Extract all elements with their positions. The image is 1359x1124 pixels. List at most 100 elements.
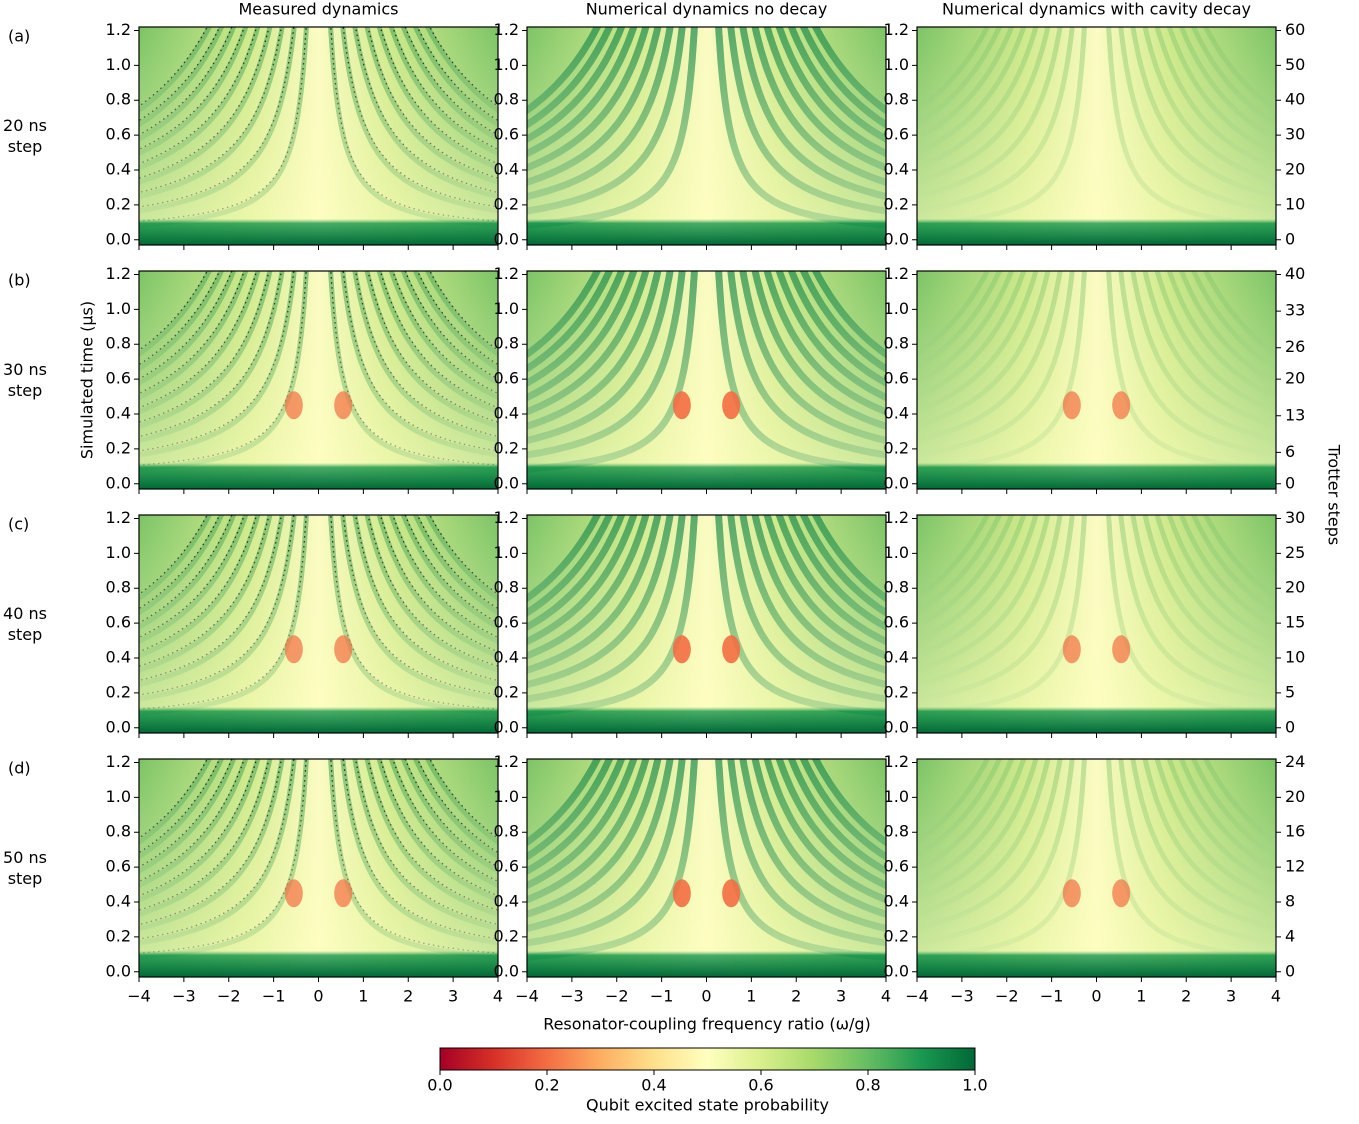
y2-tick-label: 8 [1285, 892, 1295, 911]
y-tick-label: 0.0 [884, 961, 909, 980]
y-tick-label: 0.2 [884, 438, 909, 457]
heatmap-shade [139, 271, 498, 489]
y2-tick-label: 20 [1285, 578, 1305, 597]
row-step-box: 20 ns step [0, 115, 60, 163]
y-tick-label: 0.2 [884, 682, 909, 701]
row-step-box: 50 ns step [0, 847, 60, 895]
y-tick-label: 1.0 [884, 787, 909, 806]
x-axis-label: Resonator-coupling frequency ratio (ω/g) [543, 1015, 871, 1034]
x-tick-label: −1 [1040, 987, 1064, 1006]
low-region [1112, 879, 1130, 907]
low-region [1112, 635, 1130, 663]
low-region [1063, 391, 1081, 419]
y-tick-label: 0.8 [494, 822, 519, 841]
heatmap-shade [527, 515, 886, 733]
y-tick-label: 0.8 [106, 578, 131, 597]
y-tick-label: 0.4 [106, 892, 131, 911]
y-tick-label: 0.2 [494, 682, 519, 701]
x-tick-label: 2 [791, 987, 801, 1006]
y2-tick-label: 25 [1285, 543, 1305, 562]
y-tick-label: 0.0 [884, 717, 909, 736]
y-tick-label: 0.8 [106, 822, 131, 841]
x-tick-label: −4 [905, 987, 929, 1006]
y-tick-label: 0.8 [884, 822, 909, 841]
row-label: (b) [8, 271, 31, 290]
y-tick-label: 0.2 [106, 194, 131, 213]
row-step: 40 ns step [0, 603, 50, 645]
y-tick-label: 0.6 [494, 369, 519, 388]
y-tick-label: 0.8 [884, 578, 909, 597]
y-tick-label: 0.8 [494, 90, 519, 109]
y-tick-label: 0.4 [494, 160, 519, 179]
heatmap-shade [527, 759, 886, 977]
x-tick-label: 0 [701, 987, 711, 1006]
y-tick-label: 0.8 [884, 90, 909, 109]
y-tick-label: 0.6 [884, 613, 909, 632]
x-tick-label: 0 [313, 987, 323, 1006]
low-region [285, 879, 303, 907]
y2-tick-label: 24 [1285, 752, 1305, 771]
y-tick-label: 0.6 [494, 857, 519, 876]
x-tick-label: −4 [127, 987, 151, 1006]
colorbar [440, 1048, 975, 1070]
y-tick-label: 0.0 [106, 961, 131, 980]
column-title: Numerical dynamics with cavity decay [942, 0, 1251, 19]
y-tick-label: 0.4 [884, 160, 909, 179]
row-step-box: 40 ns step [0, 603, 60, 651]
low-region [1063, 879, 1081, 907]
heatmap-shade [917, 759, 1276, 977]
y2-tick-label: 13 [1285, 405, 1305, 424]
y2-tick-label: 15 [1285, 613, 1305, 632]
y2-tick-label: 6 [1285, 442, 1295, 461]
y-tick-label: 0.2 [494, 438, 519, 457]
y2-tick-label: 0 [1285, 473, 1295, 492]
y-tick-label: 1.0 [884, 543, 909, 562]
low-region [334, 391, 352, 419]
x-tick-label: −2 [217, 987, 241, 1006]
y2-tick-label: 33 [1285, 301, 1305, 320]
x-tick-label: 3 [448, 987, 458, 1006]
x-tick-label: 2 [403, 987, 413, 1006]
x-tick-label: −3 [560, 987, 584, 1006]
y2-tick-label: 0 [1285, 961, 1295, 980]
x-tick-label: −4 [515, 987, 539, 1006]
y-tick-label: 0.8 [494, 334, 519, 353]
colorbar-tick-label: 1.0 [962, 1076, 987, 1095]
row-step: 30 ns step [0, 359, 50, 401]
low-region [673, 879, 691, 907]
y2-tick-label: 26 [1285, 337, 1305, 356]
y-tick-label: 1.0 [494, 55, 519, 74]
low-region [722, 391, 740, 419]
column-title: Numerical dynamics no decay [586, 0, 828, 19]
x-tick-label: 1 [358, 987, 368, 1006]
low-region [1063, 635, 1081, 663]
y-tick-label: 0.6 [106, 369, 131, 388]
x-tick-label: 4 [1271, 987, 1281, 1006]
y-tick-label: 1.0 [884, 299, 909, 318]
y-tick-label: 0.4 [884, 892, 909, 911]
y-tick-label: 0.4 [884, 648, 909, 667]
y2-tick-label: 50 [1285, 55, 1305, 74]
y-tick-label: 1.0 [106, 543, 131, 562]
y2-tick-label: 20 [1285, 160, 1305, 179]
y-tick-label: 1.2 [106, 508, 131, 527]
x-tick-label: 4 [493, 987, 503, 1006]
y-tick-label: 0.0 [884, 473, 909, 492]
y-tick-label: 0.0 [494, 473, 519, 492]
column-title: Measured dynamics [239, 0, 399, 19]
y-tick-label: 0.8 [106, 334, 131, 353]
y-tick-label: 0.6 [106, 857, 131, 876]
row-label: (c) [8, 515, 29, 534]
y-tick-label: 1.2 [106, 752, 131, 771]
x-tick-label: 4 [881, 987, 891, 1006]
low-region [1112, 391, 1130, 419]
y-tick-label: 0.2 [494, 926, 519, 945]
y-tick-label: 0.6 [884, 125, 909, 144]
y-tick-label: 0.6 [106, 613, 131, 632]
y2-tick-label: 20 [1285, 369, 1305, 388]
x-tick-label: −3 [172, 987, 196, 1006]
heatmap-shade [917, 27, 1276, 245]
y-tick-label: 1.2 [884, 264, 909, 283]
y-tick-label: 1.2 [494, 508, 519, 527]
